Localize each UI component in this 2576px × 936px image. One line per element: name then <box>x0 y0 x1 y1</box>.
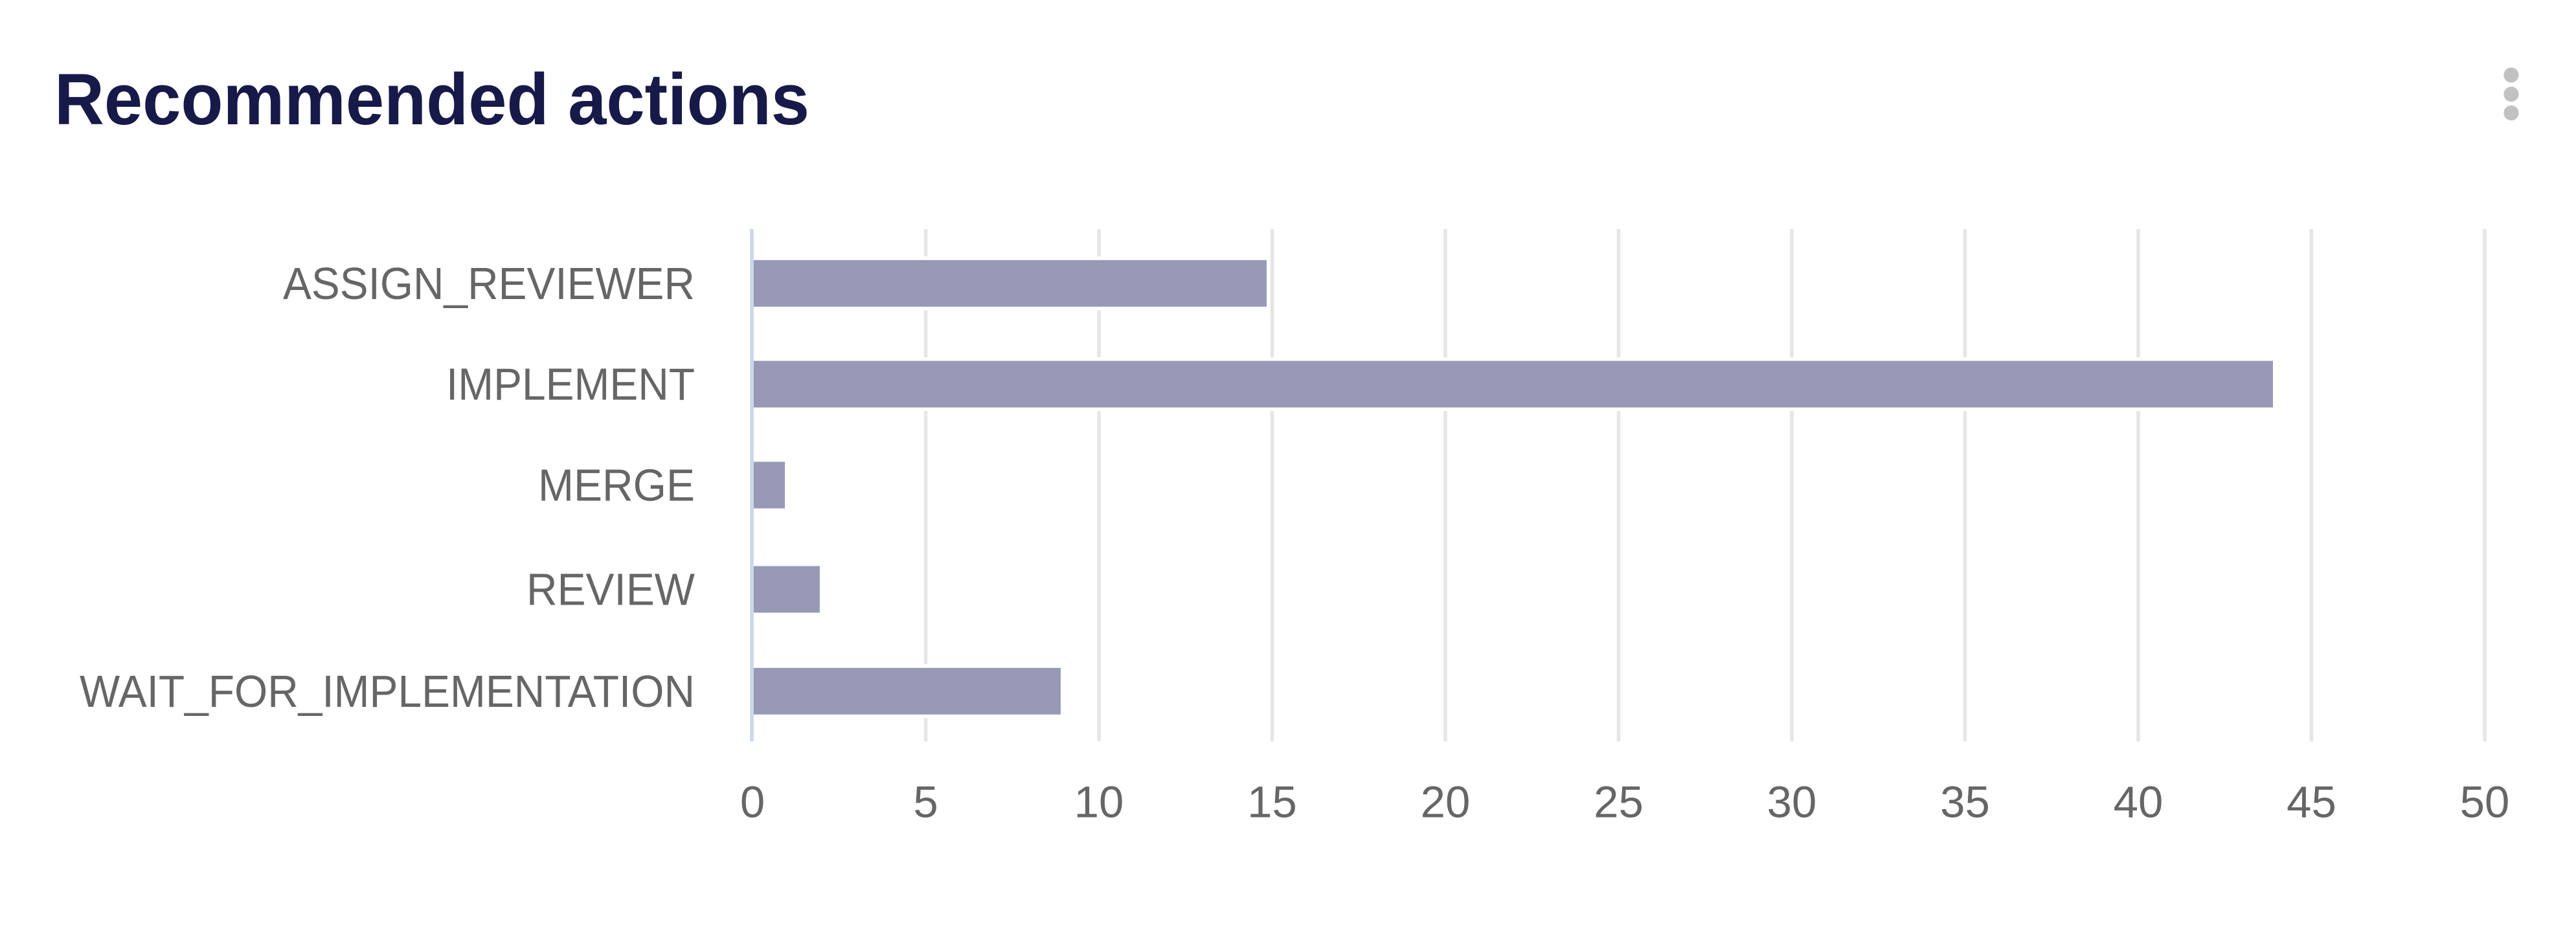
svg-text:35: 35 <box>1940 777 1990 827</box>
svg-text:5: 5 <box>913 777 938 827</box>
svg-text:ASSIGN_REVIEWER: ASSIGN_REVIEWER <box>283 258 695 309</box>
svg-text:50: 50 <box>2460 777 2510 827</box>
svg-text:MERGE: MERGE <box>538 460 695 510</box>
svg-text:40: 40 <box>2114 777 2164 827</box>
svg-text:Recommended actions: Recommended actions <box>54 59 809 140</box>
svg-text:15: 15 <box>1247 777 1297 827</box>
svg-text:45: 45 <box>2287 777 2336 827</box>
svg-text:30: 30 <box>1767 777 1817 827</box>
svg-text:25: 25 <box>1594 777 1644 827</box>
svg-text:10: 10 <box>1074 777 1124 827</box>
svg-text:IMPLEMENT: IMPLEMENT <box>446 359 695 410</box>
svg-text:WAIT_FOR_IMPLEMENTATION: WAIT_FOR_IMPLEMENTATION <box>80 666 695 717</box>
svg-text:20: 20 <box>1421 777 1471 827</box>
svg-text:REVIEW: REVIEW <box>526 564 695 615</box>
svg-text:0: 0 <box>740 777 765 827</box>
